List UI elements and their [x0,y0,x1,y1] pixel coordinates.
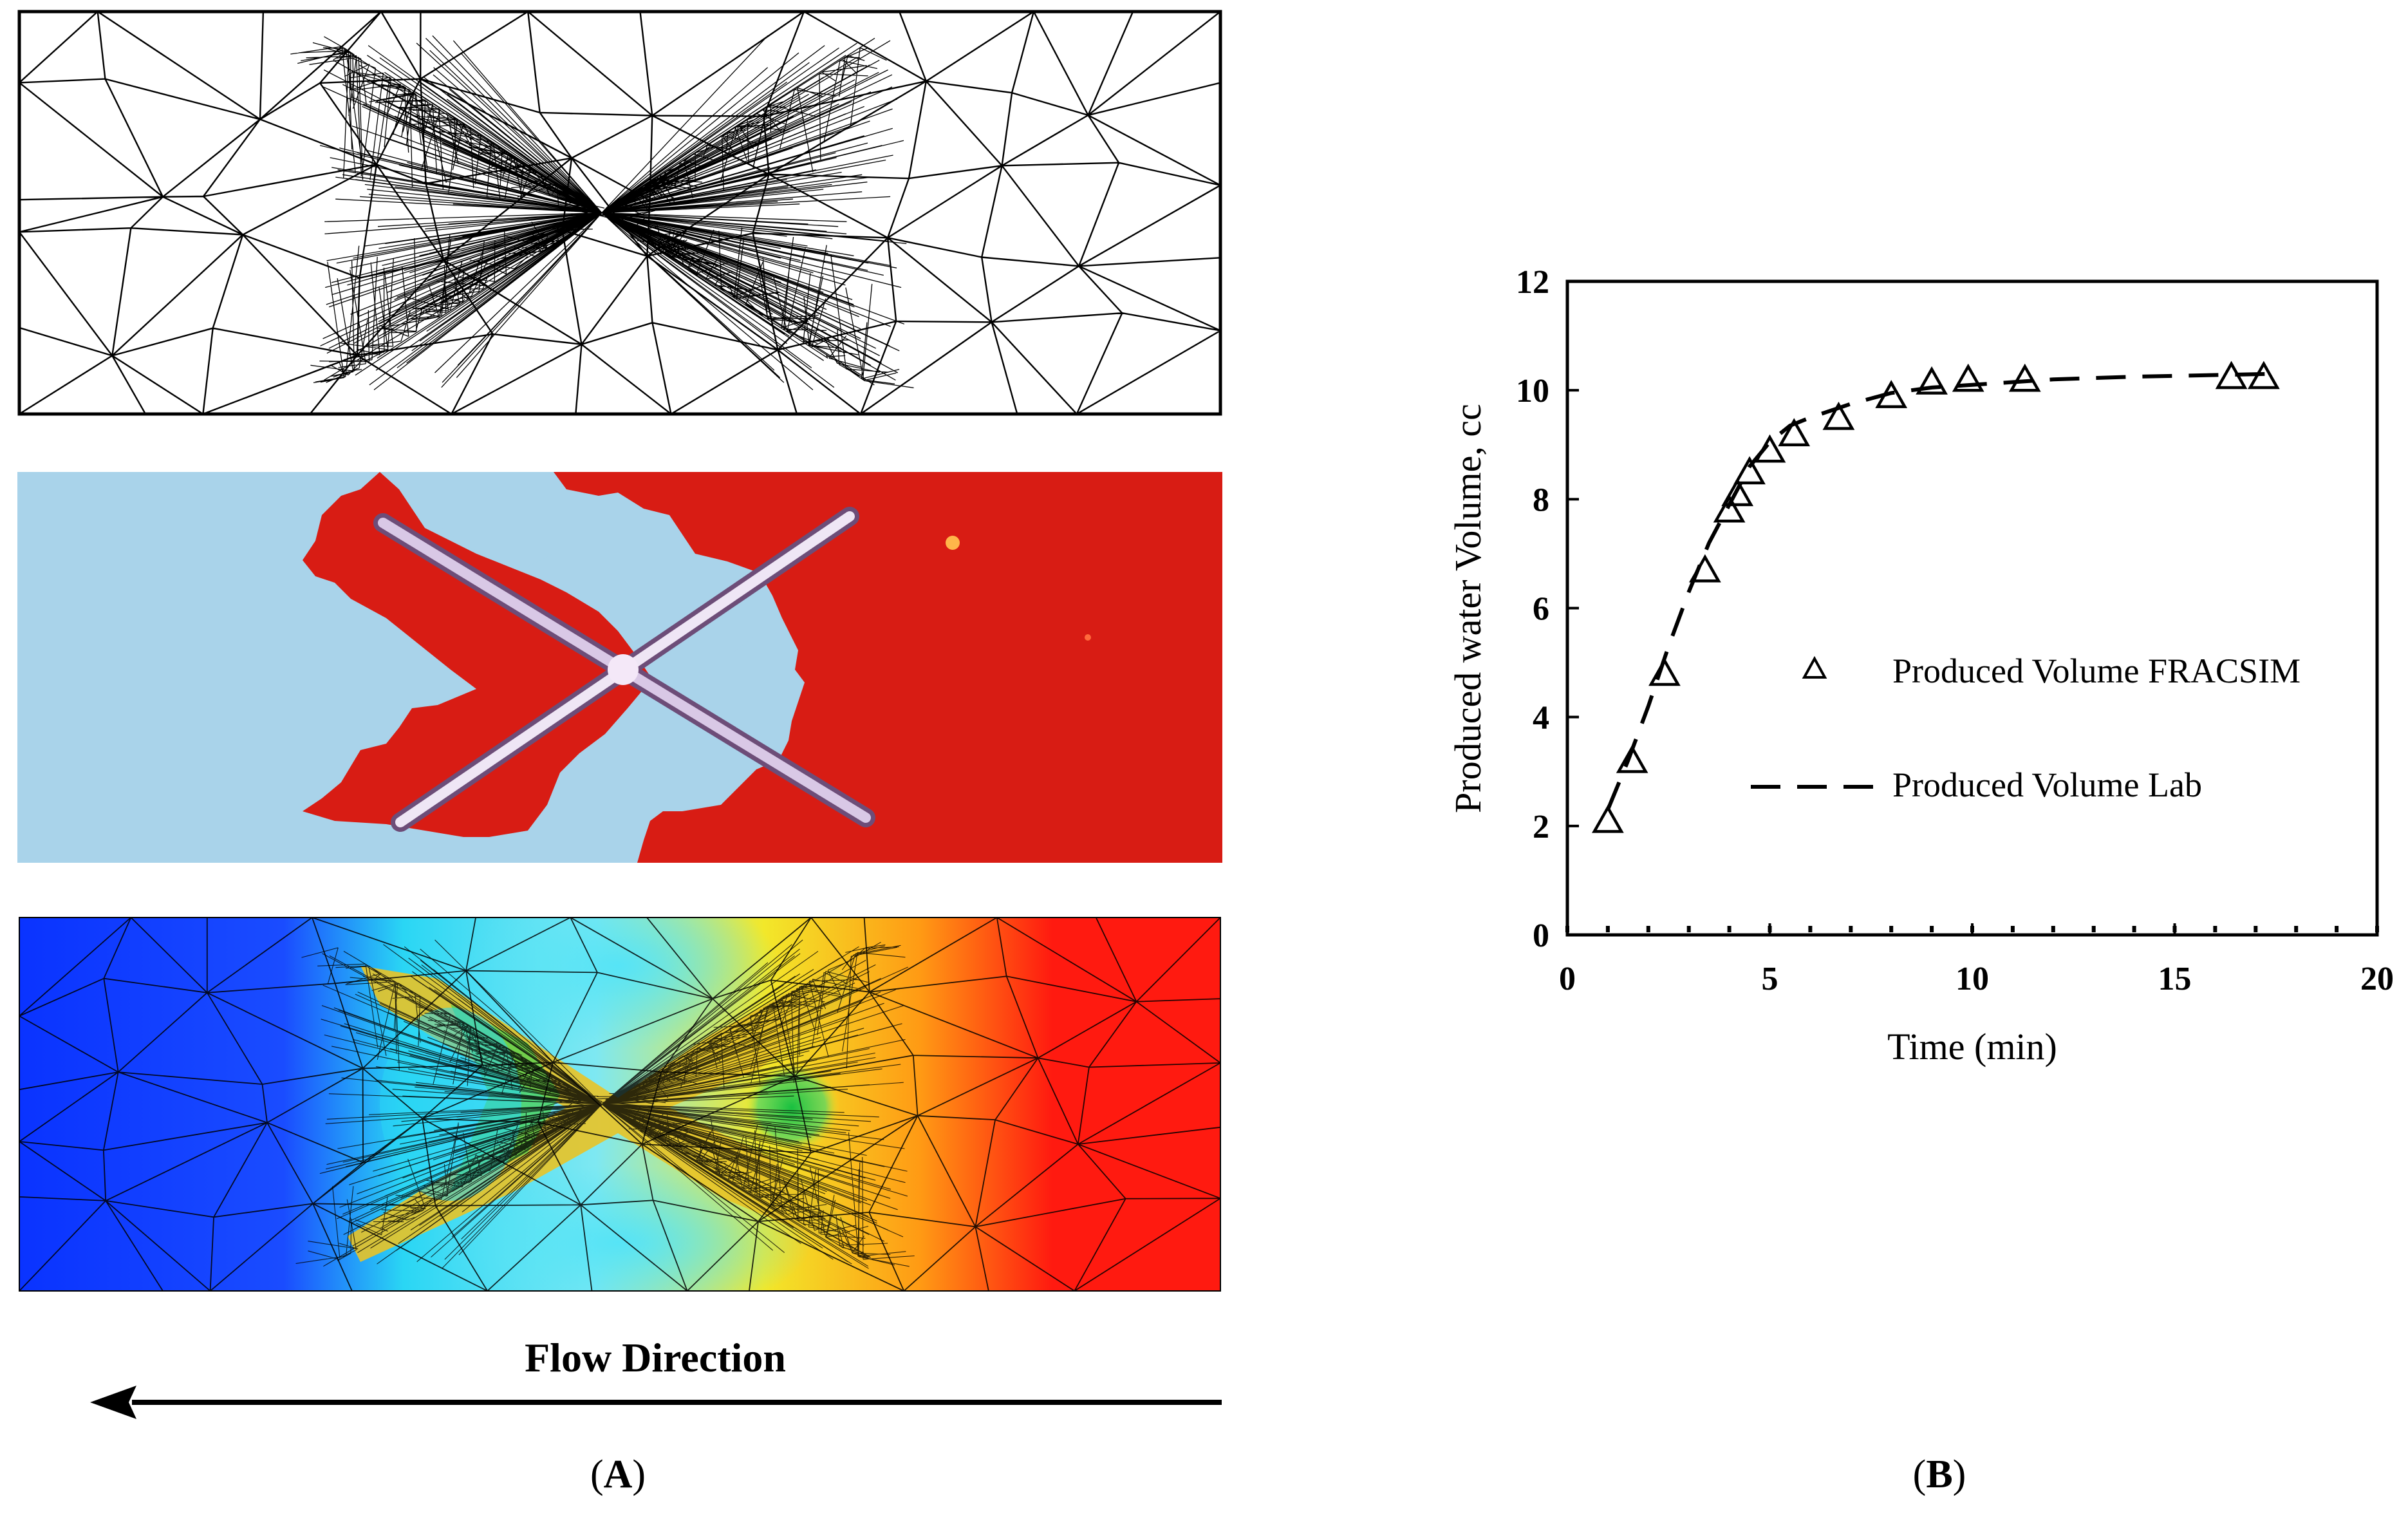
mesh-panel [17,10,1222,416]
x-minor-tick [2172,926,2177,932]
y-tick-label: 4 [1533,700,1549,737]
fracsim-triangle-point [1648,657,1681,686]
legend-fracsim-label: Produced Volume FRACSIM [1892,652,2301,690]
x-tick-label: 15 [2158,961,2192,997]
x-minor-tick [1970,926,1974,932]
fracsim-triangle-point [1592,804,1624,833]
legend-lab-label: Produced Volume Lab [1892,766,2202,804]
fracsim-triangle-point [1916,366,1948,395]
y-tick-label: 6 [1533,591,1549,628]
x-axis-label: Time (min) [1887,1026,2057,1068]
x-minor-tick [2254,926,2258,932]
arrow-head-icon [90,1386,136,1419]
x-minor-tick [1768,926,1772,932]
x-minor-tick [2010,926,2015,932]
flow-direction-arrow [90,1386,1222,1419]
legend-triangle-marker [1802,655,1827,679]
y-axis-label: Produced water Volume, cc [1447,404,1489,813]
x-tick-label: 10 [1955,961,1989,997]
x-minor-tick [1646,926,1650,932]
fine-mesh-path [290,35,914,391]
fine-mesh-path [295,939,915,1269]
mesh-fine-lines [290,35,914,391]
fracsim-triangle-point [1875,380,1908,408]
fracsim-triangle-point [1952,363,1984,392]
y-axis-ticks: 0 2 4 6 8 10 12 [1516,264,1579,954]
fracsim-triangle-point [1753,434,1786,463]
x-minor-tick [2375,926,2379,932]
chart: 0 2 4 6 8 10 12 0 5 10 15 20 Time (min) Produced w… [1447,264,2394,1068]
x-minor-tick [2091,926,2096,932]
photo-bright-spot [946,536,960,550]
x-axis-dots [1565,926,2379,932]
photo-red-left-lobe [303,472,650,837]
x-minor-tick [1930,926,1934,932]
photo-fracture-x [373,507,875,832]
x-minor-tick [1727,926,1731,932]
sim-border [19,917,1221,1292]
photo-dim-spot [1085,634,1091,641]
fracsim-triangle-point [1721,478,1754,507]
flow-direction-label: Flow Direction [525,1335,786,1380]
legend: Produced Volume FRACSIM Produced Volume … [1751,652,2301,804]
sim-cyan-top-blob [457,917,779,1049]
fracsim-triangle-point [1822,401,1855,430]
x-minor-tick [2335,926,2339,932]
x-minor-tick [1889,926,1894,932]
x-minor-tick [1605,926,1610,932]
photo-water-upper-pocket [412,489,566,567]
x-minor-tick [2132,926,2136,932]
mesh-border [17,10,1222,416]
y-tick-label: 0 [1533,917,1549,954]
fracsim-triangle-point [2215,361,2248,390]
lab-series-line [1606,372,2268,811]
panel-b-caption: (B) [1913,1453,1966,1496]
y-tick-label: 12 [1516,264,1549,301]
fracsim-triangle-point [1733,456,1766,485]
fracsim-triangle-point [2248,361,2280,390]
x-minor-tick [2294,926,2299,932]
x-minor-tick [2051,926,2055,932]
x-minor-tick [2213,926,2217,932]
photo-water-region [17,472,805,863]
x-tick-label: 20 [2360,961,2394,997]
panel-a-caption: (A) [590,1453,646,1496]
y-tick-label: 2 [1533,809,1549,845]
y-tick-label: 8 [1533,482,1549,518]
x-axis-ticks: 0 5 10 15 20 [1559,923,2394,997]
fracsim-triangle-point [1688,554,1721,583]
fracsim-series-markers [1592,361,2280,833]
x-minor-tick [1565,926,1569,932]
fracsim-triangle-point [1616,744,1648,773]
fracsim-triangle-point [1713,494,1746,523]
x-minor-tick [1849,926,1853,932]
fracture-intersection [608,654,639,685]
lab-photo-panel [17,472,1222,863]
mesh-background [19,12,1220,414]
fracsim-triangle-point [2008,363,2041,392]
simulation-panel [19,917,1220,1291]
fracsim-triangle-point [1778,418,1811,447]
y-tick-label: 10 [1516,373,1549,409]
x-tick-label: 0 [1559,961,1576,997]
x-minor-tick [1808,926,1813,932]
x-tick-label: 5 [1762,961,1778,997]
x-minor-tick [1686,926,1691,932]
sim-mesh-fine-lines [295,939,915,1269]
